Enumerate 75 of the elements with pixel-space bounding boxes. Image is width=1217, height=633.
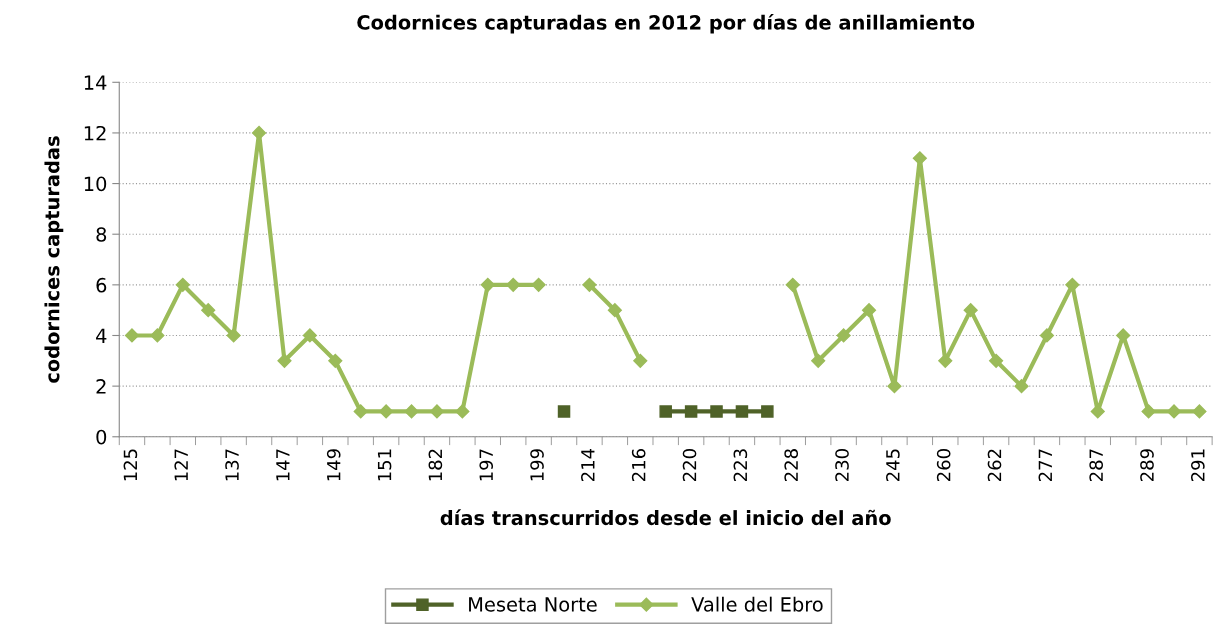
point xyxy=(811,353,826,368)
point xyxy=(404,404,419,419)
x-axis-title: días transcurridos desde el inicio del año xyxy=(440,509,891,526)
x-tick-label: 137 xyxy=(225,449,239,481)
x-tick-label: 228 xyxy=(784,449,799,482)
x-tick-label: 287 xyxy=(1089,449,1103,482)
x-tick-label: 216 xyxy=(631,449,646,482)
legend-label: Meseta Norte xyxy=(469,597,597,612)
point xyxy=(175,277,190,292)
point xyxy=(480,277,495,292)
point xyxy=(328,353,343,368)
point xyxy=(761,405,774,418)
x-tick-label: 223 xyxy=(733,449,748,482)
point xyxy=(226,328,241,343)
point xyxy=(887,379,902,394)
point xyxy=(785,277,800,292)
x-tick-label: 182 xyxy=(428,449,443,481)
point xyxy=(201,303,216,318)
x-tick-label: 245 xyxy=(886,449,900,482)
point xyxy=(607,303,622,318)
x-tick-label: 147 xyxy=(276,449,290,481)
point xyxy=(582,277,597,292)
point xyxy=(1039,328,1055,343)
point xyxy=(506,277,521,292)
y-tick-label: 12 xyxy=(84,125,106,141)
x-tick-label: 289 xyxy=(1140,449,1154,482)
point xyxy=(963,303,978,318)
point xyxy=(735,405,749,418)
legend-label: Valle del Ebro xyxy=(691,596,823,612)
point xyxy=(531,277,546,292)
point xyxy=(633,353,648,368)
y-tick-label: 10 xyxy=(84,176,107,192)
y-tick-label: 6 xyxy=(96,277,107,293)
x-tick-label: 277 xyxy=(1038,449,1052,482)
x-tick-label: 214 xyxy=(581,448,595,482)
x-tick-label: 220 xyxy=(682,449,697,482)
point xyxy=(302,328,317,343)
x-tick-label: 262 xyxy=(987,449,1002,482)
x-tick-label: 230 xyxy=(835,449,849,482)
x-tick-label: 151 xyxy=(377,449,392,481)
point xyxy=(455,404,470,419)
point xyxy=(836,328,851,343)
y-tick-label: 0 xyxy=(96,429,107,445)
point xyxy=(1014,379,1029,394)
x-tick-label: 260 xyxy=(936,449,951,482)
point xyxy=(277,353,292,368)
y-axis-title: codornices capturadas xyxy=(44,136,64,383)
point xyxy=(989,353,1004,368)
point xyxy=(912,151,927,166)
point xyxy=(1166,404,1182,419)
point xyxy=(557,405,571,418)
y-tick-label: 14 xyxy=(84,75,107,90)
point xyxy=(124,328,140,343)
chart-title: Codornices capturadas en 2012 por días de anillamiento xyxy=(357,13,975,34)
point xyxy=(710,405,723,418)
x-tick-label: 149 xyxy=(326,449,341,481)
point xyxy=(1192,404,1207,419)
point xyxy=(684,405,698,418)
x-tick-label: 197 xyxy=(479,449,494,481)
x-tick-label: 125 xyxy=(123,449,138,481)
y-tick-label: 8 xyxy=(96,227,107,242)
point xyxy=(861,303,877,318)
point xyxy=(379,404,394,419)
point xyxy=(1116,328,1131,343)
point xyxy=(1065,277,1080,292)
point xyxy=(659,405,672,418)
x-tick-label: 199 xyxy=(530,449,544,481)
x-tick-label: 291 xyxy=(1191,449,1205,482)
point xyxy=(150,328,165,343)
point xyxy=(1141,404,1156,419)
y-tick-label: 4 xyxy=(96,328,107,343)
x-tick-label: 127 xyxy=(174,449,188,481)
y-tick-label: 2 xyxy=(96,379,106,394)
point xyxy=(353,404,368,419)
point xyxy=(429,404,445,419)
